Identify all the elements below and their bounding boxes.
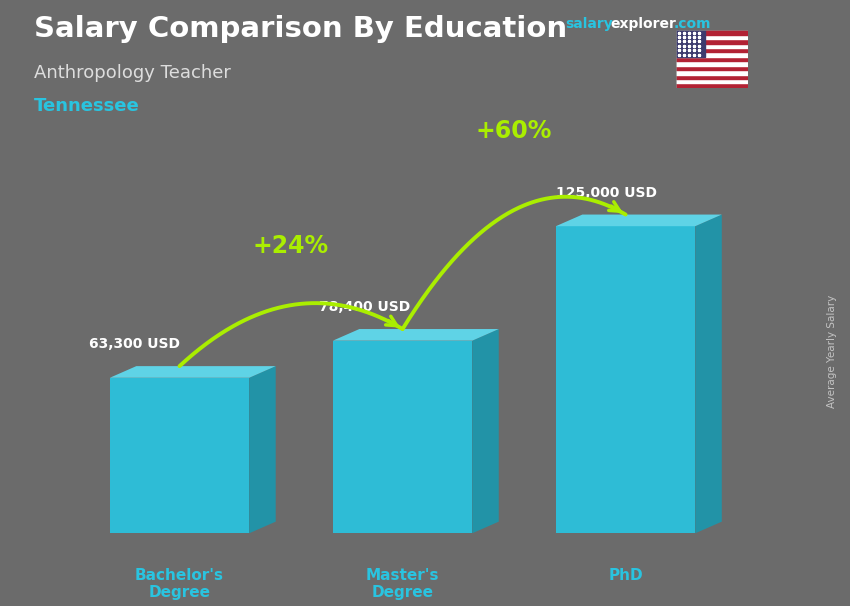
Bar: [676, 44, 748, 48]
Text: 125,000 USD: 125,000 USD: [556, 186, 657, 200]
Text: +24%: +24%: [253, 234, 329, 258]
Polygon shape: [110, 378, 249, 533]
Bar: [676, 79, 748, 84]
Polygon shape: [333, 341, 473, 533]
Text: Average Yearly Salary: Average Yearly Salary: [827, 295, 837, 408]
Bar: [676, 84, 748, 88]
Text: 63,300 USD: 63,300 USD: [89, 338, 180, 351]
Bar: [676, 39, 748, 44]
Text: Salary Comparison By Education: Salary Comparison By Education: [34, 15, 567, 43]
Polygon shape: [695, 215, 722, 533]
Bar: [676, 65, 748, 70]
Bar: [676, 30, 705, 57]
Text: PhD: PhD: [609, 568, 643, 583]
Bar: [676, 35, 748, 39]
Polygon shape: [556, 215, 722, 226]
Text: .com: .com: [674, 17, 711, 31]
Text: 78,400 USD: 78,400 USD: [319, 301, 411, 315]
Text: Bachelor's
Degree: Bachelor's Degree: [135, 568, 224, 600]
Bar: [676, 53, 748, 57]
Polygon shape: [249, 366, 275, 533]
Text: Tennessee: Tennessee: [34, 97, 139, 115]
Polygon shape: [110, 366, 275, 378]
Polygon shape: [333, 329, 499, 341]
Text: +60%: +60%: [476, 119, 552, 143]
Bar: [676, 48, 748, 53]
Bar: [676, 75, 748, 79]
Polygon shape: [556, 226, 695, 533]
Bar: [676, 30, 748, 35]
Text: Anthropology Teacher: Anthropology Teacher: [34, 64, 231, 82]
Text: salary: salary: [565, 17, 613, 31]
Bar: [676, 57, 748, 61]
Text: explorer: explorer: [610, 17, 676, 31]
Text: Master's
Degree: Master's Degree: [366, 568, 439, 600]
Bar: [676, 61, 748, 65]
Bar: [676, 70, 748, 75]
Polygon shape: [473, 329, 499, 533]
